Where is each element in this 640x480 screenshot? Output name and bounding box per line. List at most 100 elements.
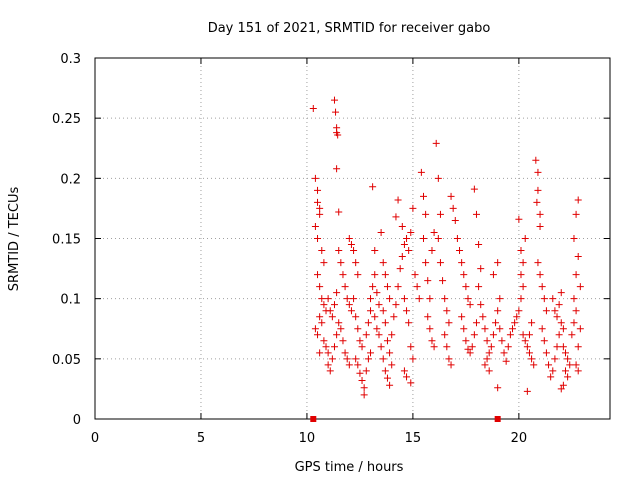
axis-ticks: [94, 57, 610, 420]
baseline-marker: [310, 416, 317, 422]
data-point: [419, 235, 427, 242]
data-point: [352, 355, 360, 363]
data-point: [547, 373, 555, 381]
data-point: [525, 349, 533, 357]
data-point: [517, 271, 525, 279]
data-point: [422, 210, 430, 218]
data-point: [479, 313, 487, 321]
data-point: [477, 265, 485, 273]
data-point: [528, 355, 536, 363]
data-point: [494, 384, 502, 392]
data-point: [413, 283, 421, 291]
data-point: [403, 307, 411, 315]
data-point: [466, 301, 474, 309]
data-point: [333, 331, 341, 339]
data-point: [487, 343, 495, 351]
data-point: [439, 277, 447, 285]
y-tick-label: 0.3: [60, 52, 81, 67]
x-tick-label: 20: [511, 431, 528, 446]
data-point: [553, 343, 561, 351]
data-point: [502, 357, 510, 365]
y-tick-label: 0.15: [52, 233, 81, 248]
data-point: [356, 369, 364, 377]
data-point: [334, 131, 342, 139]
data-point: [381, 319, 389, 327]
baseline-marker: [494, 416, 501, 422]
data-point: [555, 301, 563, 309]
data-point: [339, 271, 347, 279]
data-point: [375, 331, 383, 339]
data-point: [390, 313, 398, 321]
data-point: [405, 247, 413, 255]
data-point: [574, 343, 582, 351]
data-point: [428, 337, 436, 345]
data-point: [400, 367, 408, 375]
data-point: [483, 355, 491, 363]
data-point: [434, 174, 442, 182]
y-tick-label: 0.1: [60, 293, 81, 308]
data-point: [324, 349, 332, 357]
data-point: [540, 295, 548, 303]
data-point: [422, 259, 430, 267]
data-point: [443, 307, 451, 315]
data-point: [564, 373, 572, 381]
x-tick-label: 15: [405, 431, 422, 446]
data-point: [379, 307, 387, 315]
data-point: [426, 295, 434, 303]
data-point: [371, 247, 379, 255]
data-point: [574, 367, 582, 375]
data-point: [381, 271, 389, 279]
data-point: [407, 228, 415, 236]
data-point: [519, 283, 527, 291]
data-point: [394, 283, 402, 291]
data-point: [394, 196, 402, 204]
data-point: [316, 349, 324, 357]
data-point: [436, 259, 444, 267]
data-point: [519, 331, 527, 339]
data-point: [481, 361, 489, 369]
data-point: [559, 325, 567, 333]
data-point: [311, 222, 319, 230]
data-point: [477, 301, 485, 309]
data-point: [326, 367, 334, 375]
data-point: [316, 283, 324, 291]
data-point: [521, 337, 529, 345]
data-point: [504, 343, 512, 351]
data-point: [364, 355, 372, 363]
data-point: [371, 271, 379, 279]
data-point: [383, 337, 391, 345]
data-point: [447, 361, 455, 369]
data-point: [350, 247, 358, 255]
data-point: [472, 210, 480, 218]
data-point: [441, 295, 449, 303]
data-point: [356, 337, 364, 345]
data-point: [328, 355, 336, 363]
data-point: [509, 325, 517, 333]
data-point: [534, 186, 542, 194]
data-point: [436, 210, 444, 218]
data-point: [314, 186, 322, 194]
data-point: [314, 271, 322, 279]
data-point: [354, 361, 362, 369]
data-point: [392, 213, 400, 221]
data-point: [528, 319, 536, 327]
data-point: [460, 271, 468, 279]
data-point: [373, 325, 381, 333]
data-point: [424, 277, 432, 285]
data-point: [324, 295, 332, 303]
data-point: [498, 337, 506, 345]
data-point: [362, 367, 370, 375]
data-point: [309, 105, 317, 113]
data-point: [470, 185, 478, 193]
data-point: [534, 168, 542, 176]
data-points: [309, 96, 584, 399]
data-point: [559, 343, 567, 351]
data-point: [533, 198, 541, 206]
data-point: [388, 361, 396, 369]
data-point: [347, 307, 355, 315]
data-point: [386, 349, 394, 357]
data-point: [379, 259, 387, 267]
data-point: [337, 259, 345, 267]
data-point: [517, 247, 525, 255]
chart-title: Day 151 of 2021, SRMTID for receiver gab…: [208, 21, 491, 36]
